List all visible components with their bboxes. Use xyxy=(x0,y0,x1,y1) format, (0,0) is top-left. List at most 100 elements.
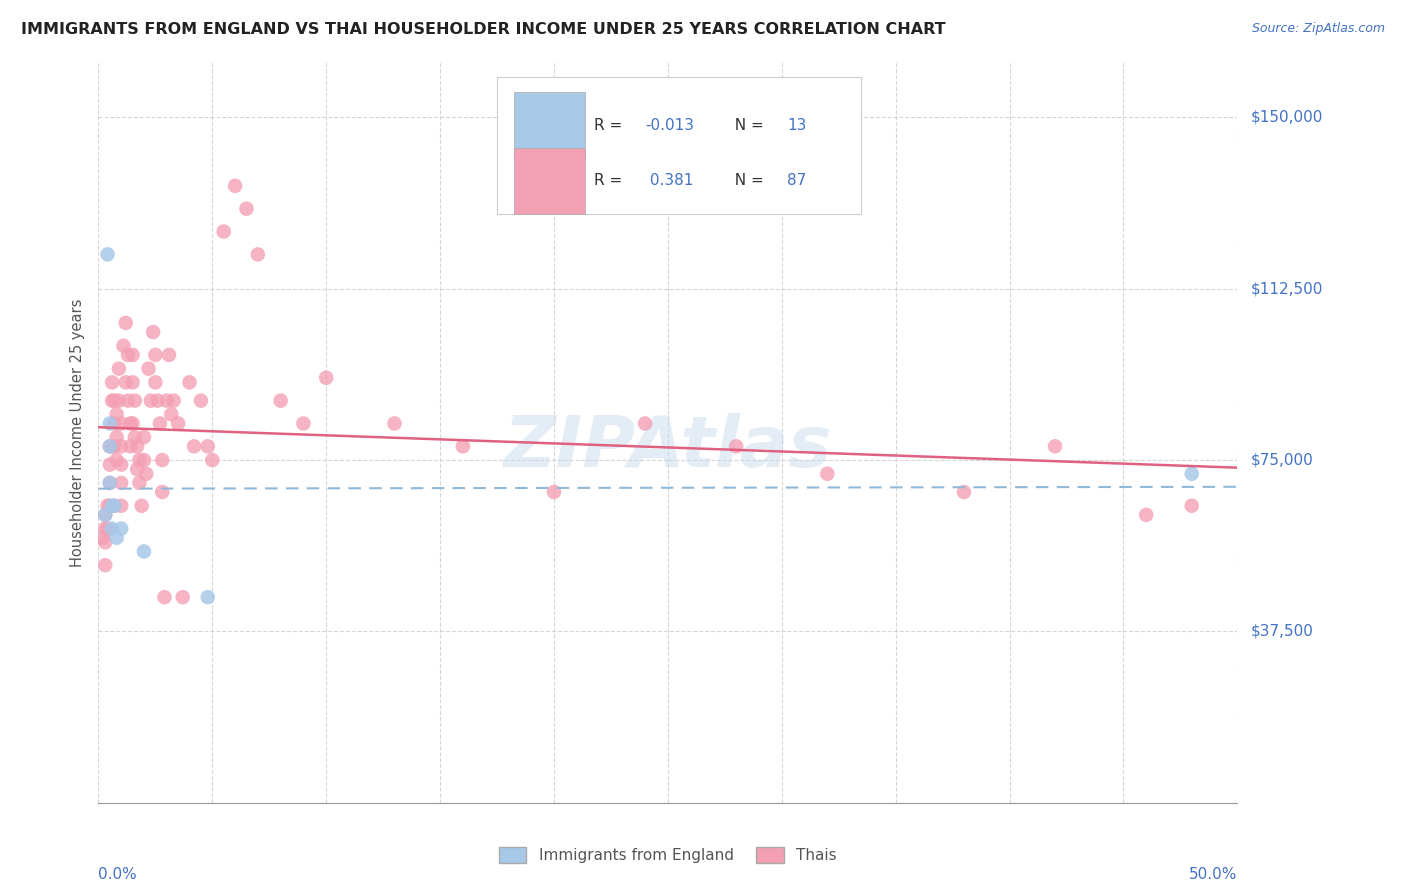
Point xyxy=(197,590,219,604)
Point xyxy=(110,475,132,490)
Point xyxy=(96,247,118,261)
Point xyxy=(110,439,132,453)
Point xyxy=(120,417,142,431)
Point xyxy=(183,439,205,453)
Point xyxy=(98,499,121,513)
Point xyxy=(117,348,139,362)
Text: 0.0%: 0.0% xyxy=(98,867,138,882)
FancyBboxPatch shape xyxy=(515,92,585,159)
Point xyxy=(190,393,212,408)
FancyBboxPatch shape xyxy=(498,78,862,214)
Point xyxy=(145,376,167,390)
Point xyxy=(128,475,150,490)
Point xyxy=(132,453,155,467)
Point xyxy=(94,558,117,573)
Point xyxy=(197,439,219,453)
Point xyxy=(105,408,128,422)
Text: IMMIGRANTS FROM ENGLAND VS THAI HOUSEHOLDER INCOME UNDER 25 YEARS CORRELATION CH: IMMIGRANTS FROM ENGLAND VS THAI HOUSEHOL… xyxy=(21,22,946,37)
Point xyxy=(815,467,838,481)
Point xyxy=(94,522,117,536)
Point xyxy=(153,590,176,604)
Y-axis label: Householder Income Under 25 years: Householder Income Under 25 years xyxy=(70,299,86,566)
Point xyxy=(451,439,474,453)
Point xyxy=(98,417,121,431)
Point xyxy=(384,417,406,431)
Point xyxy=(1043,439,1066,453)
Point xyxy=(1135,508,1157,522)
Point xyxy=(114,376,136,390)
Point xyxy=(127,462,149,476)
Point xyxy=(953,485,976,500)
Point xyxy=(128,453,150,467)
Text: ZIPAtlas: ZIPAtlas xyxy=(503,413,832,482)
Point xyxy=(96,499,118,513)
Text: $37,500: $37,500 xyxy=(1251,624,1313,639)
Point xyxy=(246,247,269,261)
Point xyxy=(98,439,121,453)
Point xyxy=(172,590,194,604)
Point xyxy=(157,348,180,362)
Point xyxy=(108,393,131,408)
Point xyxy=(167,417,190,431)
Point xyxy=(114,316,136,330)
Point xyxy=(117,393,139,408)
FancyBboxPatch shape xyxy=(515,147,585,214)
Text: 0.381: 0.381 xyxy=(645,173,693,188)
Point xyxy=(98,458,121,472)
Point xyxy=(142,325,165,339)
Point xyxy=(110,522,132,536)
Point xyxy=(201,453,224,467)
Text: Source: ZipAtlas.com: Source: ZipAtlas.com xyxy=(1251,22,1385,36)
Point xyxy=(101,376,124,390)
Point xyxy=(124,430,146,444)
Point xyxy=(112,339,135,353)
Point xyxy=(292,417,315,431)
Point xyxy=(105,430,128,444)
Point xyxy=(132,430,155,444)
Point xyxy=(149,417,172,431)
Point xyxy=(127,439,149,453)
Point xyxy=(101,499,124,513)
Point xyxy=(101,393,124,408)
Point xyxy=(94,508,117,522)
Point xyxy=(98,475,121,490)
Text: N =: N = xyxy=(725,118,769,133)
Point xyxy=(139,393,162,408)
Point xyxy=(105,531,128,545)
Text: 50.0%: 50.0% xyxy=(1189,867,1237,882)
Point xyxy=(105,453,128,467)
Text: R =: R = xyxy=(593,118,627,133)
Point xyxy=(110,458,132,472)
Point xyxy=(98,475,121,490)
Point xyxy=(110,499,132,513)
Point xyxy=(150,453,173,467)
Point xyxy=(94,535,117,549)
Point xyxy=(138,361,160,376)
Point xyxy=(124,393,146,408)
Text: $112,500: $112,500 xyxy=(1251,281,1323,296)
Point xyxy=(634,417,657,431)
Point xyxy=(120,439,142,453)
Text: 13: 13 xyxy=(787,118,807,133)
Point xyxy=(103,439,125,453)
Point xyxy=(543,485,565,500)
Text: N =: N = xyxy=(725,173,769,188)
Point xyxy=(315,371,337,385)
Legend: Immigrants from England, Thais: Immigrants from England, Thais xyxy=(492,841,844,869)
Text: -0.013: -0.013 xyxy=(645,118,695,133)
Text: $150,000: $150,000 xyxy=(1251,110,1323,125)
Point xyxy=(101,522,124,536)
Point xyxy=(91,531,114,545)
Point xyxy=(121,348,143,362)
Point xyxy=(103,499,125,513)
Point xyxy=(150,485,173,500)
Point xyxy=(131,499,153,513)
Point xyxy=(162,393,184,408)
Point xyxy=(156,393,179,408)
Point xyxy=(121,417,143,431)
Point xyxy=(1181,467,1204,481)
Point xyxy=(145,348,167,362)
Point xyxy=(103,417,125,431)
Point xyxy=(212,225,235,239)
Text: 87: 87 xyxy=(787,173,807,188)
